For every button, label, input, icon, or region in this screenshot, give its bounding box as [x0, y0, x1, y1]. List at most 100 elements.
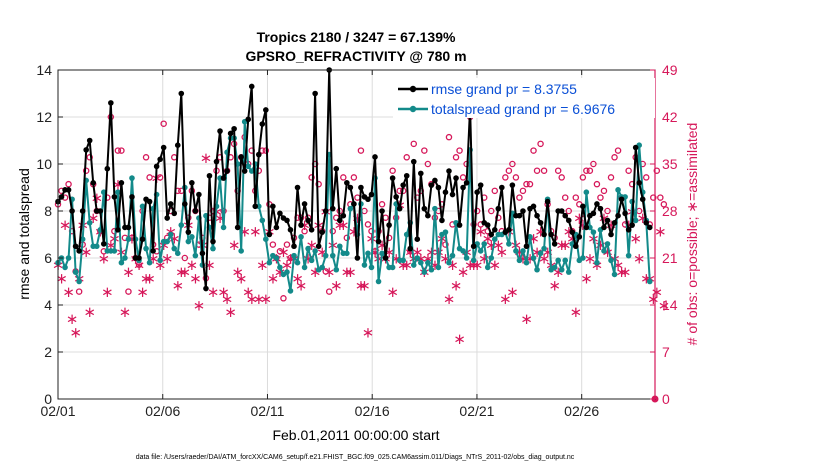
assimilated-obs-marker: ∗	[615, 263, 628, 281]
assimilated-obs-marker: ∗	[365, 229, 378, 247]
totalspread-point	[329, 252, 336, 259]
totalspread-point	[449, 252, 456, 259]
assimilated-obs-marker: ∗	[119, 303, 132, 321]
totalspread-point	[379, 250, 385, 257]
possible-obs-marker	[315, 180, 322, 188]
assimilated-obs-marker: ∗	[474, 223, 487, 241]
assimilated-obs-marker: ∗	[358, 276, 371, 294]
possible-obs-marker	[452, 154, 460, 161]
possible-obs-marker	[473, 207, 481, 215]
assimilated-obs-marker: ∗	[221, 290, 234, 308]
totalspread-point	[484, 264, 491, 271]
rmse-point	[90, 180, 97, 186]
possible-obs-marker	[364, 221, 372, 228]
totalspread-point	[308, 257, 315, 264]
totalspread-point	[432, 205, 438, 212]
assimilated-obs-marker: ∗	[450, 276, 463, 294]
legend-spread-marker	[409, 105, 417, 113]
rmse-point	[312, 90, 318, 97]
assimilated-obs-marker: ∗	[267, 270, 280, 288]
possible-obs-marker	[558, 174, 565, 181]
rmse-point	[534, 212, 540, 219]
totalspread-point	[171, 245, 178, 252]
legend-rmse-label: rmse grand pr = 8.3755	[431, 81, 577, 97]
totalspread-point	[608, 257, 614, 264]
rmse-point	[238, 154, 244, 160]
possible-obs-marker	[505, 167, 513, 174]
totalspread-point	[93, 243, 100, 250]
rmse-point	[403, 172, 410, 179]
rmse-point	[414, 236, 421, 242]
possible-obs-marker	[301, 227, 308, 235]
possible-obs-marker	[537, 140, 544, 148]
rmse-point	[386, 222, 392, 228]
totalspread-point	[403, 231, 410, 238]
rmse-point	[520, 208, 526, 214]
assimilated-obs-marker: ∗	[59, 216, 72, 234]
assimilated-obs-marker: ∗	[559, 236, 572, 254]
x-axis-label: Feb.01,2011 00:00:00 start	[272, 427, 439, 443]
assimilated-obs-marker: ∗	[161, 250, 174, 268]
rmse-point	[569, 229, 576, 235]
possible-obs-marker	[586, 167, 594, 174]
totalspread-point	[562, 257, 569, 264]
totalspread-point	[615, 187, 621, 193]
possible-obs-marker	[611, 154, 618, 161]
totalspread-point	[442, 229, 449, 235]
rmse-point	[375, 238, 382, 245]
chart-title-line1: Tropics 2180 / 3247 = 67.139%	[257, 29, 456, 45]
y-left-tick-label: 4	[44, 297, 52, 313]
x-tick-label: 02/21	[459, 403, 494, 419]
rmse-point	[83, 147, 89, 153]
totalspread-point	[277, 264, 283, 271]
totalspread-point	[143, 245, 149, 252]
rmse-point	[583, 224, 590, 231]
totalspread-point	[477, 248, 484, 254]
assimilated-obs-marker: ∗	[520, 310, 533, 328]
y-left-tick-label: 0	[44, 391, 52, 407]
rmse-point	[199, 250, 206, 257]
rmse-point	[111, 194, 118, 200]
totalspread-point	[65, 255, 72, 261]
x-tick-label: 02/26	[564, 403, 599, 419]
rmse-point	[368, 191, 375, 198]
rmse-point	[329, 205, 336, 212]
rmse-point	[266, 231, 273, 238]
totalspread-point	[238, 248, 244, 254]
y-right-tick-label: 49	[662, 62, 678, 78]
rmse-point	[625, 227, 632, 233]
possible-obs-marker	[262, 147, 270, 154]
rmse-point	[72, 243, 79, 250]
rmse-point	[463, 180, 470, 186]
possible-obs-marker	[325, 288, 333, 295]
possible-obs-marker	[82, 167, 90, 174]
totalspread-point	[425, 259, 431, 266]
rmse-point	[174, 142, 181, 148]
possible-obs-marker	[142, 154, 150, 161]
assimilated-obs-marker: ∗	[633, 250, 646, 268]
rmse-point	[273, 224, 280, 231]
totalspread-point	[210, 245, 216, 252]
assimilated-obs-marker: ∗	[217, 283, 230, 301]
rmse-point	[632, 144, 639, 151]
rmse-point	[231, 125, 237, 132]
totalspread-point	[551, 264, 558, 271]
rmse-point	[551, 241, 558, 247]
totalspread-point	[72, 269, 79, 275]
rmse-point	[270, 203, 276, 210]
assimilated-obs-marker: ∗	[344, 263, 357, 281]
assimilated-obs-marker: ∗	[425, 243, 438, 261]
rmse-point	[442, 189, 449, 195]
possible-obs-marker	[276, 248, 284, 255]
rmse-point	[477, 182, 484, 188]
y-right-tick-label: 21	[662, 250, 678, 266]
assimilated-obs-marker: ∗	[66, 310, 79, 328]
rmse-point	[224, 168, 230, 174]
rmse-point	[248, 83, 255, 90]
totalspread-point	[460, 248, 466, 254]
totalspread-point	[322, 252, 329, 259]
x-tick-label: 02/16	[355, 403, 390, 419]
rmse-point	[516, 212, 523, 219]
rmse-point	[79, 208, 86, 214]
